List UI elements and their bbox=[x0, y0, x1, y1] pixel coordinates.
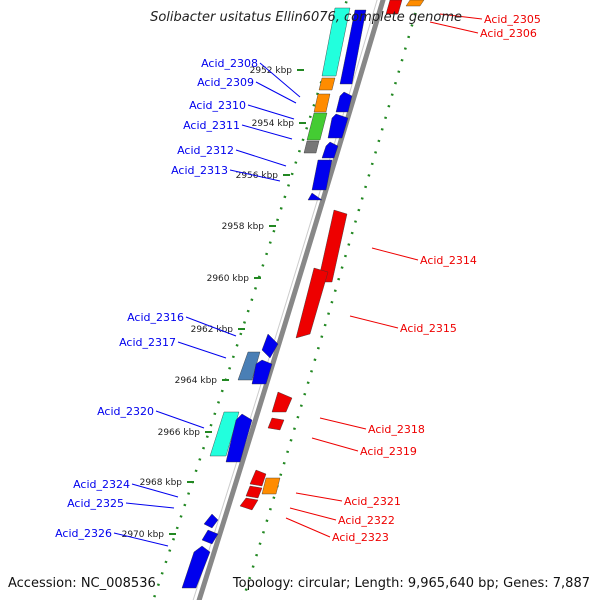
reverse-gene-label: Acid_2306 bbox=[480, 27, 537, 40]
forward-gene bbox=[261, 333, 279, 359]
reverse-gene-leader bbox=[311, 437, 359, 452]
kbp-label: 2960 kbp bbox=[207, 274, 250, 284]
forward-gene bbox=[251, 359, 273, 385]
kbp-label: 2954 kbp bbox=[252, 119, 295, 129]
kbp-label: 2952 kbp bbox=[250, 66, 293, 76]
forward-gene-leader bbox=[155, 410, 205, 429]
forward-gene-leader bbox=[113, 532, 169, 547]
forward-gene-leader bbox=[235, 149, 287, 167]
genome-backbone bbox=[196, 0, 386, 600]
forward-gene bbox=[181, 545, 211, 589]
feature-aqua bbox=[209, 411, 240, 457]
reverse-gene-label: Acid_2321 bbox=[344, 495, 401, 508]
forward-gene-leader bbox=[229, 169, 281, 182]
reverse-gene-label: Acid_2305 bbox=[484, 13, 541, 26]
map-title: Solibacter usitatus Ellin6076, complete … bbox=[150, 10, 462, 25]
kbp-label: 2958 kbp bbox=[222, 222, 265, 232]
forward-gene-leader bbox=[255, 81, 297, 104]
reverse-gene-leader bbox=[349, 315, 399, 329]
feature-orange bbox=[405, 0, 425, 7]
kbp-label: 2968 kbp bbox=[140, 478, 183, 488]
forward-gene bbox=[203, 513, 219, 529]
forward-gene-label: Acid_2316 bbox=[127, 311, 184, 324]
kbp-label: 2966 kbp bbox=[158, 428, 201, 438]
accession-label: Accession: NC_008536 bbox=[8, 576, 156, 591]
kbp-label: 2970 kbp bbox=[122, 530, 165, 540]
reverse-gene-leader bbox=[439, 13, 483, 20]
reverse-gene bbox=[239, 497, 259, 511]
kbp-label: 2964 kbp bbox=[175, 376, 218, 386]
forward-gene-label: Acid_2312 bbox=[177, 144, 234, 157]
forward-gene-leader bbox=[131, 483, 179, 498]
forward-gene-label: Acid_2308 bbox=[201, 57, 258, 70]
reverse-gene bbox=[271, 391, 293, 413]
feature-orange bbox=[313, 93, 331, 113]
reverse-gene-leader bbox=[371, 247, 419, 261]
feature-aqua bbox=[321, 7, 351, 77]
forward-gene-label: Acid_2325 bbox=[67, 497, 124, 510]
forward-gene-label: Acid_2317 bbox=[119, 336, 176, 349]
forward-gene bbox=[339, 9, 367, 85]
forward-gene bbox=[327, 113, 349, 139]
feature-orange bbox=[318, 77, 336, 91]
reverse-gene-label: Acid_2319 bbox=[360, 445, 417, 458]
feature-steel bbox=[237, 351, 261, 381]
feature-gray bbox=[303, 140, 320, 154]
forward-gene bbox=[335, 91, 353, 113]
genome-backbone-shadow bbox=[192, 0, 378, 600]
forward-gene-label: Acid_2326 bbox=[55, 527, 112, 540]
forward-gene-leader bbox=[185, 316, 237, 337]
forward-gene bbox=[321, 141, 339, 159]
forward-gene bbox=[311, 159, 333, 191]
genome-summary: Topology: circular; Length: 9,965,640 bp… bbox=[232, 576, 590, 591]
reverse-gene-leader bbox=[285, 517, 331, 538]
reverse-gene-leader bbox=[319, 417, 367, 430]
feature-lime bbox=[306, 112, 328, 141]
reverse-gene-leader bbox=[429, 21, 479, 34]
reverse-gene bbox=[317, 209, 348, 283]
reverse-gene-label: Acid_2314 bbox=[420, 254, 477, 267]
reverse-gene-label: Acid_2318 bbox=[368, 423, 425, 436]
forward-gene-leader bbox=[241, 124, 293, 140]
reverse-gene bbox=[295, 267, 329, 339]
forward-gene-label: Acid_2309 bbox=[197, 76, 254, 89]
reverse-gene bbox=[245, 485, 263, 499]
forward-gene-label: Acid_2311 bbox=[183, 119, 240, 132]
forward-gene bbox=[201, 529, 219, 545]
forward-gene-leader bbox=[177, 341, 227, 359]
outer-tick-track bbox=[241, 0, 421, 600]
reverse-gene-label: Acid_2323 bbox=[332, 531, 389, 544]
reverse-gene-label: Acid_2315 bbox=[400, 322, 457, 335]
forward-gene bbox=[225, 413, 253, 463]
forward-gene-label: Acid_2324 bbox=[73, 478, 130, 491]
kbp-label: 2962 kbp bbox=[191, 325, 234, 335]
reverse-gene bbox=[385, 0, 403, 15]
reverse-gene bbox=[267, 417, 285, 431]
forward-gene-label: Acid_2320 bbox=[97, 405, 154, 418]
forward-gene-label: Acid_2310 bbox=[189, 99, 246, 112]
feature-orange bbox=[261, 477, 281, 495]
forward-gene-label: Acid_2313 bbox=[171, 164, 228, 177]
reverse-gene-label: Acid_2322 bbox=[338, 514, 395, 527]
forward-gene-leader bbox=[247, 104, 295, 120]
reverse-gene-leader bbox=[289, 507, 337, 521]
reverse-gene-leader bbox=[295, 492, 343, 502]
forward-gene-leader bbox=[259, 62, 301, 98]
reverse-gene bbox=[249, 469, 267, 487]
forward-gene bbox=[307, 192, 323, 201]
forward-gene-leader bbox=[125, 502, 175, 509]
